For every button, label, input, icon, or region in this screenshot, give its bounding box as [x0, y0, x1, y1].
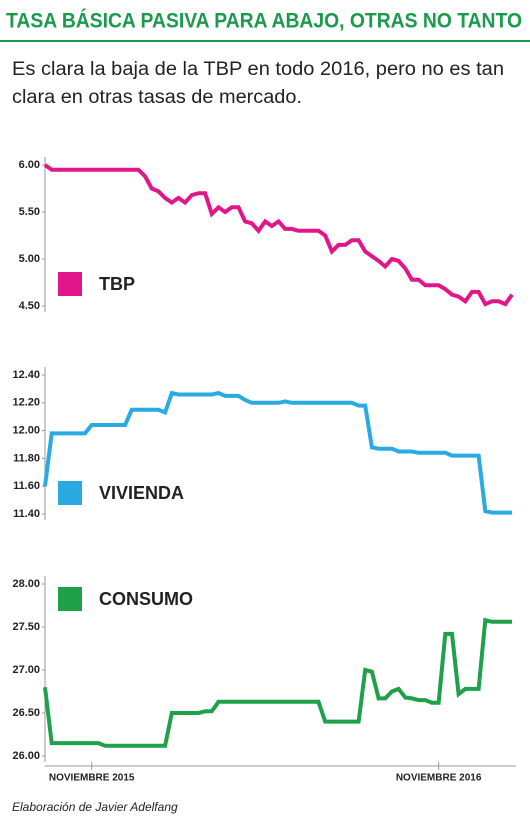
series-line	[43, 163, 514, 307]
legend-label: VIVIENDA	[99, 483, 184, 503]
y-tick-label: 27.50	[12, 621, 40, 633]
y-tick-label: 27.00	[12, 664, 40, 676]
legend-swatch	[58, 481, 82, 505]
y-tick-label: 11.60	[13, 480, 40, 492]
legend-swatch	[58, 587, 82, 611]
series-line	[43, 617, 512, 748]
y-tick-label: 26.50	[12, 707, 40, 719]
y-tick-label: 12.00	[12, 425, 40, 437]
x-tick-label: NOVIEMBRE 2015	[49, 773, 135, 784]
y-tick-label: 5.00	[19, 253, 40, 265]
y-tick-label: 26.00	[12, 750, 40, 762]
y-tick-label: 6.00	[19, 159, 40, 171]
legend-label: TBP	[99, 274, 135, 294]
subtitle-line: Es clara la baja de la TBP en todo 2016,…	[12, 59, 504, 80]
y-tick-label: 11.40	[13, 508, 40, 520]
x-tick-label: NOVIEMBRE 2016	[396, 773, 482, 784]
y-tick-label: 12.40	[12, 369, 40, 381]
y-tick-label: 5.50	[19, 206, 40, 218]
y-tick-label: 28.00	[12, 578, 40, 590]
y-tick-label: 11.80	[13, 452, 40, 464]
subtitle-line: clara en otras tasas de mercado.	[12, 87, 302, 108]
series-line	[43, 390, 512, 515]
y-tick-label: 12.20	[12, 397, 40, 409]
y-tick-label: 4.50	[19, 300, 40, 312]
footer: Elaboración de Javier Adelfang	[12, 800, 178, 814]
legend-swatch	[58, 272, 82, 296]
legend-label: CONSUMO	[99, 589, 193, 609]
page-title: TASA BÁSICA PASIVA PARA ABAJO, OTRAS NO …	[6, 10, 522, 33]
